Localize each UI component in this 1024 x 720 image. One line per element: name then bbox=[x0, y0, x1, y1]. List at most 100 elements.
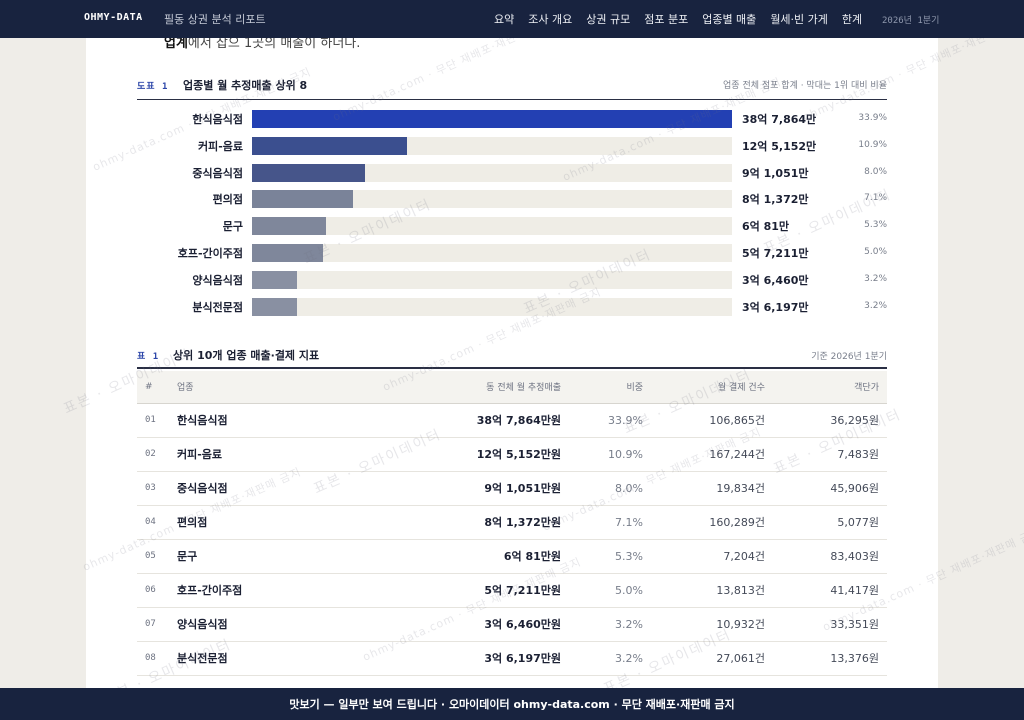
transactions-cell: 19,834건 bbox=[651, 471, 773, 506]
bar-category-label: 중식음식점 bbox=[192, 166, 243, 180]
table-row: 03 중식음식점 9억 1,051만원 8.0% 19,834건 45,906원 bbox=[137, 471, 887, 506]
avg-ticket-cell: 36,295원 bbox=[773, 403, 887, 438]
share-cell: 5.0% bbox=[569, 573, 651, 608]
share-cell: 5.3% bbox=[569, 539, 651, 574]
table-note: 기준 2026년 1분기 bbox=[811, 352, 887, 362]
report-page: 업계에서 잡으 1곳의 매출이 하더다. 도표 1 업종별 월 추정매출 상위 … bbox=[86, 36, 938, 688]
monthly-sales-cell: 5억 7,211만원 bbox=[319, 573, 569, 608]
report-title: 필동 상권 분석 리포트 bbox=[164, 13, 266, 26]
table-row: 05 문구 6억 81만원 5.3% 7,204건 83,403원 bbox=[137, 539, 887, 574]
bar-value-label: 6억 81만 bbox=[742, 220, 790, 234]
transactions-cell: 13,813건 bbox=[651, 573, 773, 608]
bar-category-label: 편의점 bbox=[212, 193, 243, 207]
bar-share-label: 10.9% bbox=[858, 139, 887, 150]
table-row: 08 분식전문점 3억 6,197만원 3.2% 27,061건 13,376원 bbox=[137, 641, 887, 676]
preview-banner: 맛보기 — 일부만 보여 드립니다 · 오마이데이터 ohmy-data.com… bbox=[0, 688, 1024, 720]
industry-cell: 중식음식점 bbox=[169, 471, 319, 506]
bar-share-label: 33.9% bbox=[858, 113, 887, 123]
nav-item-summary[interactable]: 요약 bbox=[494, 13, 515, 26]
avg-ticket-cell: 33,351원 bbox=[773, 607, 887, 642]
transactions-cell: 10,932건 bbox=[651, 607, 773, 642]
bar-category-label: 양식음식점 bbox=[192, 273, 243, 287]
monthly-sales-cell: 12억 5,152만원 bbox=[319, 437, 569, 472]
bar-value-label: 38억 7,864만 bbox=[742, 113, 817, 126]
industry-cell: 분식전문점 bbox=[169, 641, 319, 676]
figure-header: 도표 1 업종별 월 추정매출 상위 8 업종 전체 점포 합계 · 막대는 1… bbox=[137, 76, 887, 100]
bar bbox=[252, 163, 365, 182]
table-row: 01 한식음식점 38억 7,864만원 33.9% 106,865건 36,295원 bbox=[137, 403, 887, 438]
bar-share-label: 5.3% bbox=[864, 220, 887, 231]
bar bbox=[252, 297, 297, 316]
share-cell: 3.2% bbox=[569, 641, 651, 676]
bar-track bbox=[252, 163, 732, 182]
avg-ticket-cell: 83,403원 bbox=[773, 539, 887, 574]
bar-row: 문구 6억 81만 5.3% bbox=[137, 217, 887, 236]
bar bbox=[252, 217, 327, 236]
transactions-cell: 167,244건 bbox=[651, 437, 773, 472]
bar-row: 양식음식점 3억 6,460만 3.2% bbox=[137, 270, 887, 289]
bar-value-label: 3억 6,460만 bbox=[742, 273, 809, 287]
rank-cell: 04 bbox=[137, 505, 169, 540]
bar-row: 커피-음료 12억 5,152만 10.9% bbox=[137, 136, 887, 155]
bar-category-label: 한식음식점 bbox=[192, 113, 243, 126]
transactions-cell: 160,289건 bbox=[651, 505, 773, 540]
nav-item-sales-by-industry[interactable]: 업종별 매출 bbox=[702, 13, 757, 26]
avg-ticket-cell: 5,077원 bbox=[773, 505, 887, 540]
bar-track bbox=[252, 297, 732, 316]
table-row: 06 호프-간이주점 5억 7,211만원 5.0% 13,813건 41,417원 bbox=[137, 573, 887, 608]
bar-value-label: 12억 5,152만 bbox=[742, 139, 817, 153]
monthly-sales-cell: 3억 6,197만원 bbox=[319, 641, 569, 676]
figure-tag: 도표 1 bbox=[137, 82, 169, 92]
bar-value-label: 9억 1,051만 bbox=[742, 166, 809, 180]
nav-item-market-size[interactable]: 상권 규모 bbox=[586, 13, 631, 26]
col-header-transactions: 월 결제 건수 bbox=[651, 371, 773, 404]
nav-item-limitations[interactable]: 한계 bbox=[841, 13, 863, 26]
bar-share-label: 3.2% bbox=[864, 300, 887, 311]
brand-logo[interactable]: OHMY-DATA bbox=[84, 12, 143, 23]
bar-value-label: 5억 7,211만 bbox=[742, 247, 809, 260]
avg-ticket-cell: 13,376원 bbox=[773, 641, 887, 676]
rank-cell: 01 bbox=[137, 403, 169, 438]
table-row: 04 편의점 8억 1,372만원 7.1% 160,289건 5,077원 bbox=[137, 505, 887, 540]
share-cell: 8.0% bbox=[569, 471, 651, 506]
share-cell: 7.1% bbox=[569, 505, 651, 540]
metrics-table: # 업종 동 전체 월 추정매출 비중 월 결제 건수 객단가 01 한식음식점 3… bbox=[137, 371, 887, 676]
share-cell: 33.9% bbox=[569, 403, 651, 438]
bar-category-label: 커피-음료 bbox=[197, 139, 243, 153]
bar bbox=[252, 190, 353, 209]
rank-cell: 03 bbox=[137, 471, 169, 506]
table-tag: 표 1 bbox=[137, 352, 160, 362]
bar-value-label: 8억 1,372만 bbox=[742, 193, 809, 207]
col-header-industry: 업종 bbox=[169, 371, 319, 404]
table-title: 상위 10개 업종 매출·결제 지표 bbox=[173, 349, 320, 362]
industry-cell: 양식음식점 bbox=[169, 607, 319, 642]
monthly-sales-cell: 6억 81만원 bbox=[319, 539, 569, 574]
bar-track bbox=[252, 270, 732, 289]
rank-cell: 06 bbox=[137, 573, 169, 608]
bar-track bbox=[252, 244, 732, 262]
industry-cell: 문구 bbox=[169, 539, 319, 574]
bar bbox=[252, 136, 407, 155]
avg-ticket-cell: 41,417원 bbox=[773, 573, 887, 608]
industry-cell: 커피-음료 bbox=[169, 437, 319, 472]
lead-text: 에서 잡으 1곳의 매출이 하더다. bbox=[187, 36, 361, 51]
bar-value-label: 3억 6,197만 bbox=[742, 300, 809, 314]
monthly-sales-cell: 9억 1,051만원 bbox=[319, 471, 569, 506]
industry-cell: 호프-간이주점 bbox=[169, 573, 319, 608]
bar bbox=[252, 244, 323, 262]
bar-row: 한식음식점 38억 7,864만 33.9% bbox=[137, 110, 887, 128]
figure-note: 업종 전체 점포 합계 · 막대는 1위 대비 비율 bbox=[723, 81, 887, 91]
industry-cell: 편의점 bbox=[169, 505, 319, 540]
report-date: 2026년 1분기 bbox=[882, 16, 940, 26]
nav-item-survey-overview[interactable]: 조사 개요 bbox=[528, 13, 573, 26]
rank-cell: 02 bbox=[137, 437, 169, 472]
col-header-share: 비중 bbox=[569, 371, 651, 404]
avg-ticket-cell: 45,906원 bbox=[773, 471, 887, 506]
rank-cell: 08 bbox=[137, 641, 169, 676]
nav-item-rent-vacancy[interactable]: 월세·빈 가게 bbox=[770, 13, 828, 26]
table-row: 07 양식음식점 3억 6,460만원 3.2% 10,932건 33,351원 bbox=[137, 607, 887, 642]
lead-bold: 업계 bbox=[164, 36, 188, 51]
bar-share-label: 3.2% bbox=[864, 273, 887, 284]
transactions-cell: 7,204건 bbox=[651, 539, 773, 574]
nav-item-store-distribution[interactable]: 점포 분포 bbox=[644, 13, 689, 26]
